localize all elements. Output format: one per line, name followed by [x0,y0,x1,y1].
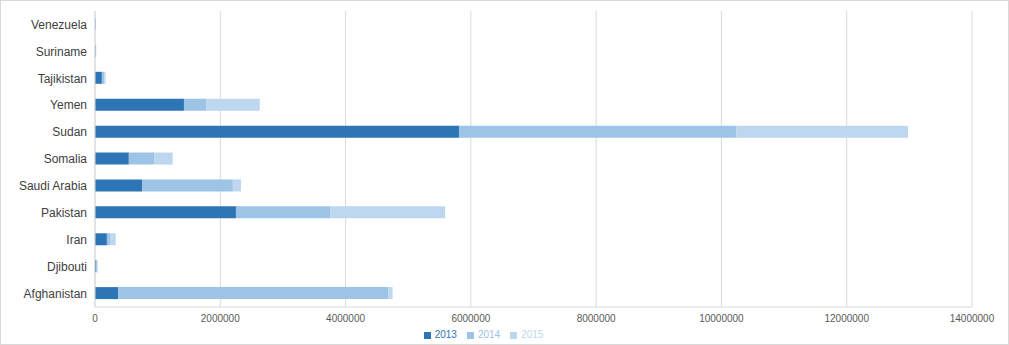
html-text:2015: 2015 [521,329,544,340]
svg-text:4000000: 4000000 [326,313,365,324]
svg-text:Tajikistan: Tajikistan [38,72,87,86]
svg-text:0: 0 [92,313,98,324]
svg-text:12000000: 12000000 [824,313,869,324]
svg-text:8000000: 8000000 [577,313,616,324]
svg-text:Somalia: Somalia [44,152,88,166]
svg-text:Sudan: Sudan [52,125,87,139]
svg-text:Afghanistan: Afghanistan [24,287,87,301]
svg-text:10000000: 10000000 [699,313,744,324]
svg-text:6000000: 6000000 [451,313,490,324]
svg-text:Venezuela: Venezuela [31,18,87,32]
svg-text:Suriname: Suriname [36,45,88,59]
svg-text:Pakistan: Pakistan [41,206,87,220]
svg-text:Iran: Iran [66,233,87,247]
svg-text:14000000: 14000000 [950,313,995,324]
svg-text:Djibouti: Djibouti [47,260,87,274]
svg-text:Yemen: Yemen [50,98,87,112]
svg-text:2000000: 2000000 [201,313,240,324]
svg-text:Saudi Arabia: Saudi Arabia [19,179,87,193]
html-text:2014: 2014 [477,329,501,340]
html-text:2013: 2013 [434,329,457,340]
